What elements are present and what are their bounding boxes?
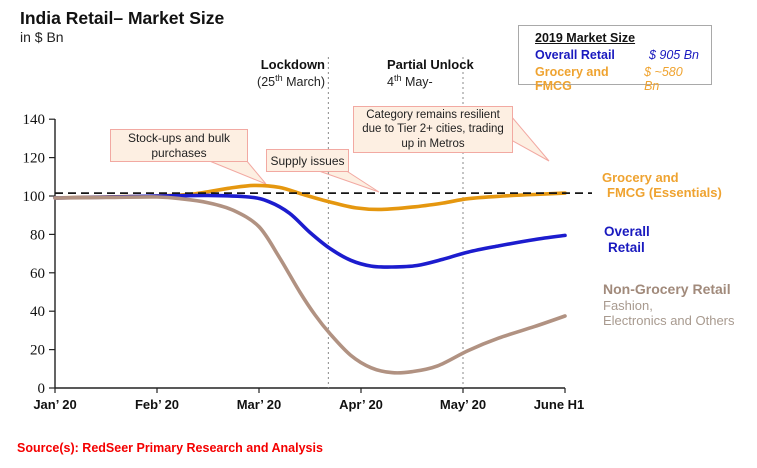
lockdown-date: (25th March) [257, 72, 325, 89]
annotation-partial-unlock: Partial Unlock 4th May- [387, 57, 497, 90]
y-tick-label: 80 [30, 227, 45, 243]
lockdown-title: Lockdown [260, 57, 325, 72]
callout-tail-stockups [206, 159, 267, 185]
page-title: India Retail– Market Size [20, 8, 225, 28]
legend-value: $ ~580 Bn [644, 65, 683, 93]
callout-tail-category [510, 114, 550, 162]
x-tick-label: June H1 [534, 397, 585, 412]
callout-supply-issues: Supply issues [266, 149, 349, 172]
legend-label: Overall Retail [535, 48, 615, 62]
series-label-overall: Overall Retail [604, 224, 650, 255]
series-line-non-grocery-retail-fashion-electronics-and-others [53, 195, 567, 375]
y-tick-label: 60 [30, 266, 45, 282]
legend-label: Grocery and FMCG [535, 65, 609, 93]
y-tick-label: 40 [30, 304, 45, 320]
callout-stockups: Stock-ups and bulk purchases [110, 129, 248, 162]
x-tick-label: Jan’ 20 [33, 397, 76, 412]
callout-category-resilient: Category remains resilient due to Tier 2… [353, 106, 513, 153]
y-tick-label: 140 [23, 112, 46, 128]
x-tick-label: Feb’ 20 [135, 397, 179, 412]
legend-row-overall-retail: Overall Retail $ 905 Bn [535, 48, 701, 62]
page-subtitle: in $ Bn [20, 29, 64, 45]
series-lines [53, 183, 567, 375]
annotation-lockdown: Lockdown (25th March) [225, 57, 325, 90]
series-label-grocery: Grocery and FMCG (Essentials) [602, 170, 722, 201]
y-tick-label: 0 [38, 381, 46, 397]
callout-tail-supply [315, 169, 380, 193]
legend-2019-market-size: 2019 Market Size Overall Retail $ 905 Bn… [518, 25, 712, 93]
partial-unlock-title: Partial Unlock [387, 57, 474, 72]
series-label-non-grocery: Non-Grocery Retail Fashion, Electronics … [603, 281, 735, 329]
series-line-overall-retail [53, 193, 567, 269]
x-tick-label: Mar’ 20 [237, 397, 282, 412]
legend-row-grocery-fmcg: Grocery and FMCG $ ~580 Bn [535, 65, 701, 93]
partial-unlock-date: 4th May- [387, 72, 433, 89]
legend-value: $ 905 Bn [648, 48, 699, 62]
source-note: Source(s): RedSeer Primary Research and … [17, 441, 323, 455]
axes: 0 20 40 60 80 100 120 140 Jan’ 20 Feb’ 20 Mar’ 20 A… [23, 112, 585, 412]
legend-heading: 2019 Market Size [535, 31, 636, 45]
y-tick-label: 120 [23, 151, 46, 167]
x-tick-label: Apr’ 20 [339, 397, 383, 412]
y-tick-label: 100 [23, 189, 46, 205]
x-tick-label: May’ 20 [440, 397, 486, 412]
y-tick-label: 20 [30, 343, 45, 359]
